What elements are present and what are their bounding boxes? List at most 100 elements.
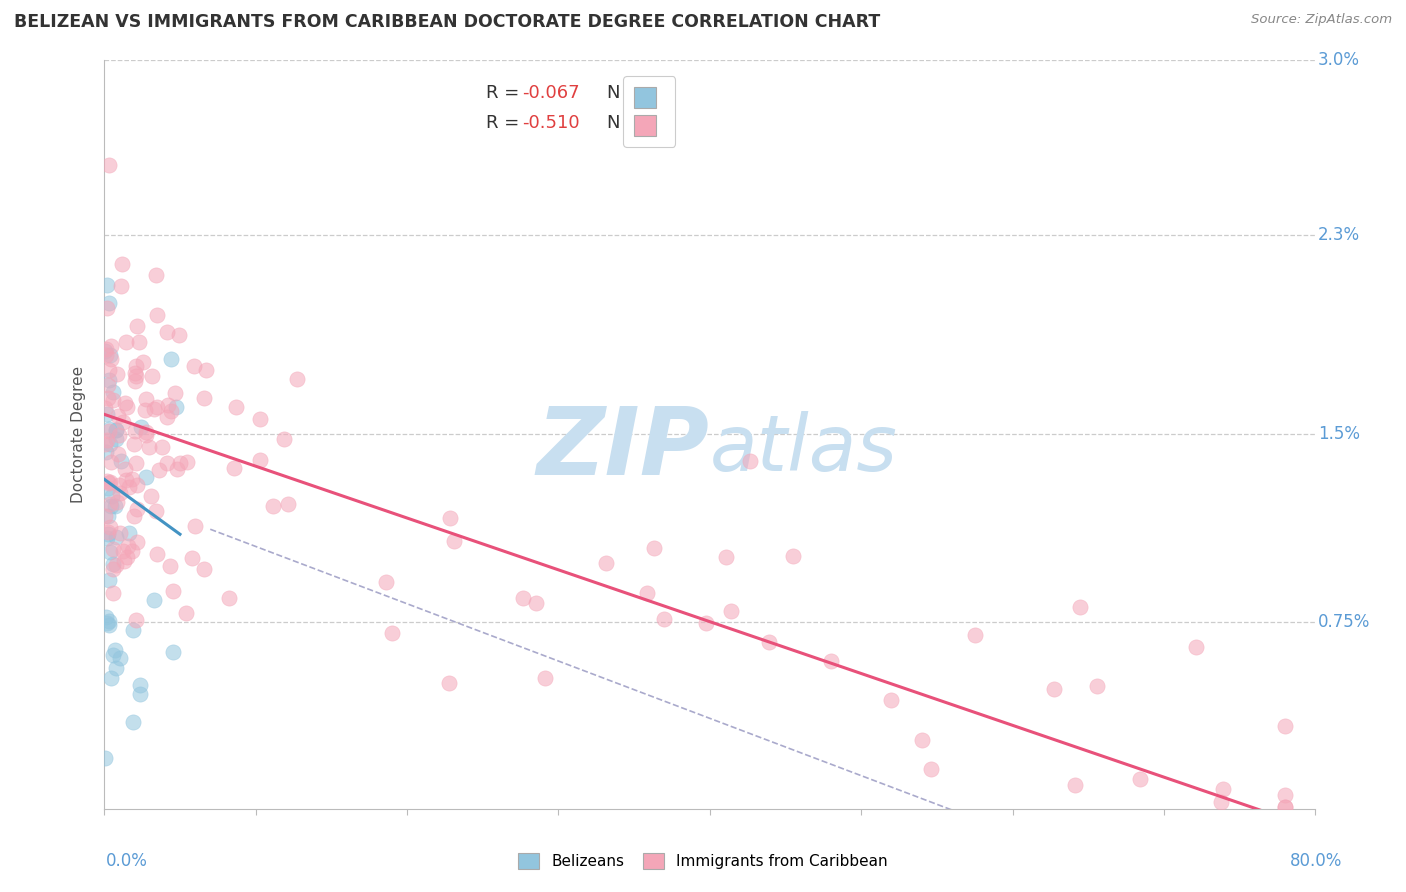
Point <box>963 628 986 642</box>
Point <box>100 352 122 367</box>
Point <box>1085 679 1108 693</box>
Point <box>100 544 122 558</box>
Point <box>104 643 127 657</box>
Point <box>1042 682 1064 697</box>
Point <box>114 396 136 410</box>
Point <box>1209 796 1232 810</box>
Text: Source: ZipAtlas.com: Source: ZipAtlas.com <box>1251 13 1392 27</box>
Point <box>443 533 465 548</box>
Point <box>165 386 187 401</box>
Point <box>125 369 148 384</box>
Point <box>1274 788 1296 802</box>
Point <box>117 480 139 494</box>
Point <box>439 511 461 525</box>
Point <box>1212 782 1234 797</box>
Text: 2.3%: 2.3% <box>1317 226 1360 244</box>
Point <box>193 562 215 576</box>
Text: -0.510: -0.510 <box>522 114 579 132</box>
Point <box>512 591 534 605</box>
Point <box>141 369 163 384</box>
Point <box>193 391 215 405</box>
Point <box>169 456 191 470</box>
Point <box>97 378 120 392</box>
Point <box>139 489 162 503</box>
Point <box>108 651 131 665</box>
Text: 80.0%: 80.0% <box>1291 852 1343 870</box>
Point <box>135 428 157 442</box>
Point <box>150 440 173 454</box>
Point <box>104 558 127 573</box>
Point <box>96 531 118 545</box>
Point <box>101 562 124 576</box>
Point <box>249 411 271 425</box>
Point <box>138 440 160 454</box>
Point <box>920 762 942 776</box>
Point <box>160 403 183 417</box>
Point <box>104 432 127 446</box>
Point <box>820 654 842 668</box>
Point <box>98 295 121 310</box>
Point <box>184 519 207 533</box>
Point <box>758 634 780 648</box>
Point <box>277 497 299 511</box>
Point <box>165 401 187 415</box>
Point <box>911 732 934 747</box>
Point <box>273 432 295 446</box>
Point <box>437 676 460 690</box>
Point <box>176 455 198 469</box>
Point <box>114 461 136 475</box>
Point <box>146 308 169 322</box>
Point <box>129 687 152 701</box>
Legend: Belizeans, Immigrants from Caribbean: Belizeans, Immigrants from Caribbean <box>512 847 894 875</box>
Point <box>122 436 145 450</box>
Point <box>121 543 143 558</box>
Text: R =: R = <box>486 114 524 132</box>
Point <box>103 648 125 663</box>
Point <box>96 301 118 315</box>
Point <box>714 549 737 564</box>
Point <box>101 541 124 556</box>
Point <box>720 603 742 617</box>
Point <box>159 559 181 574</box>
Point <box>167 327 190 342</box>
Point <box>100 489 122 503</box>
Point <box>107 478 129 492</box>
Point <box>124 374 146 388</box>
Point <box>98 476 121 491</box>
Point <box>105 423 128 437</box>
Point <box>145 503 167 517</box>
Point <box>98 618 121 632</box>
Point <box>127 502 149 516</box>
Point <box>156 325 179 339</box>
Point <box>135 425 157 440</box>
Point <box>124 456 146 470</box>
Text: N =: N = <box>607 85 647 103</box>
Point <box>98 363 121 377</box>
Point <box>195 363 218 377</box>
Point <box>117 550 139 565</box>
Point <box>94 348 117 362</box>
Point <box>96 408 118 422</box>
Point <box>127 318 149 333</box>
Legend: , : , <box>623 76 675 147</box>
Point <box>157 398 180 412</box>
Point <box>97 508 120 523</box>
Point <box>125 359 148 373</box>
Point <box>124 509 146 524</box>
Point <box>107 447 129 461</box>
Text: 142: 142 <box>637 114 672 132</box>
Point <box>105 530 128 544</box>
Point <box>105 368 128 382</box>
Point <box>112 415 135 429</box>
Text: BELIZEAN VS IMMIGRANTS FROM CARIBBEAN DOCTORATE DEGREE CORRELATION CHART: BELIZEAN VS IMMIGRANTS FROM CARIBBEAN DO… <box>14 13 880 31</box>
Point <box>97 373 120 387</box>
Point <box>285 372 308 386</box>
Point <box>1274 719 1296 733</box>
Point <box>94 509 117 524</box>
Point <box>97 481 120 495</box>
Point <box>636 586 658 600</box>
Point <box>98 475 121 489</box>
Point <box>125 478 148 492</box>
Point <box>96 615 118 630</box>
Point <box>111 256 134 270</box>
